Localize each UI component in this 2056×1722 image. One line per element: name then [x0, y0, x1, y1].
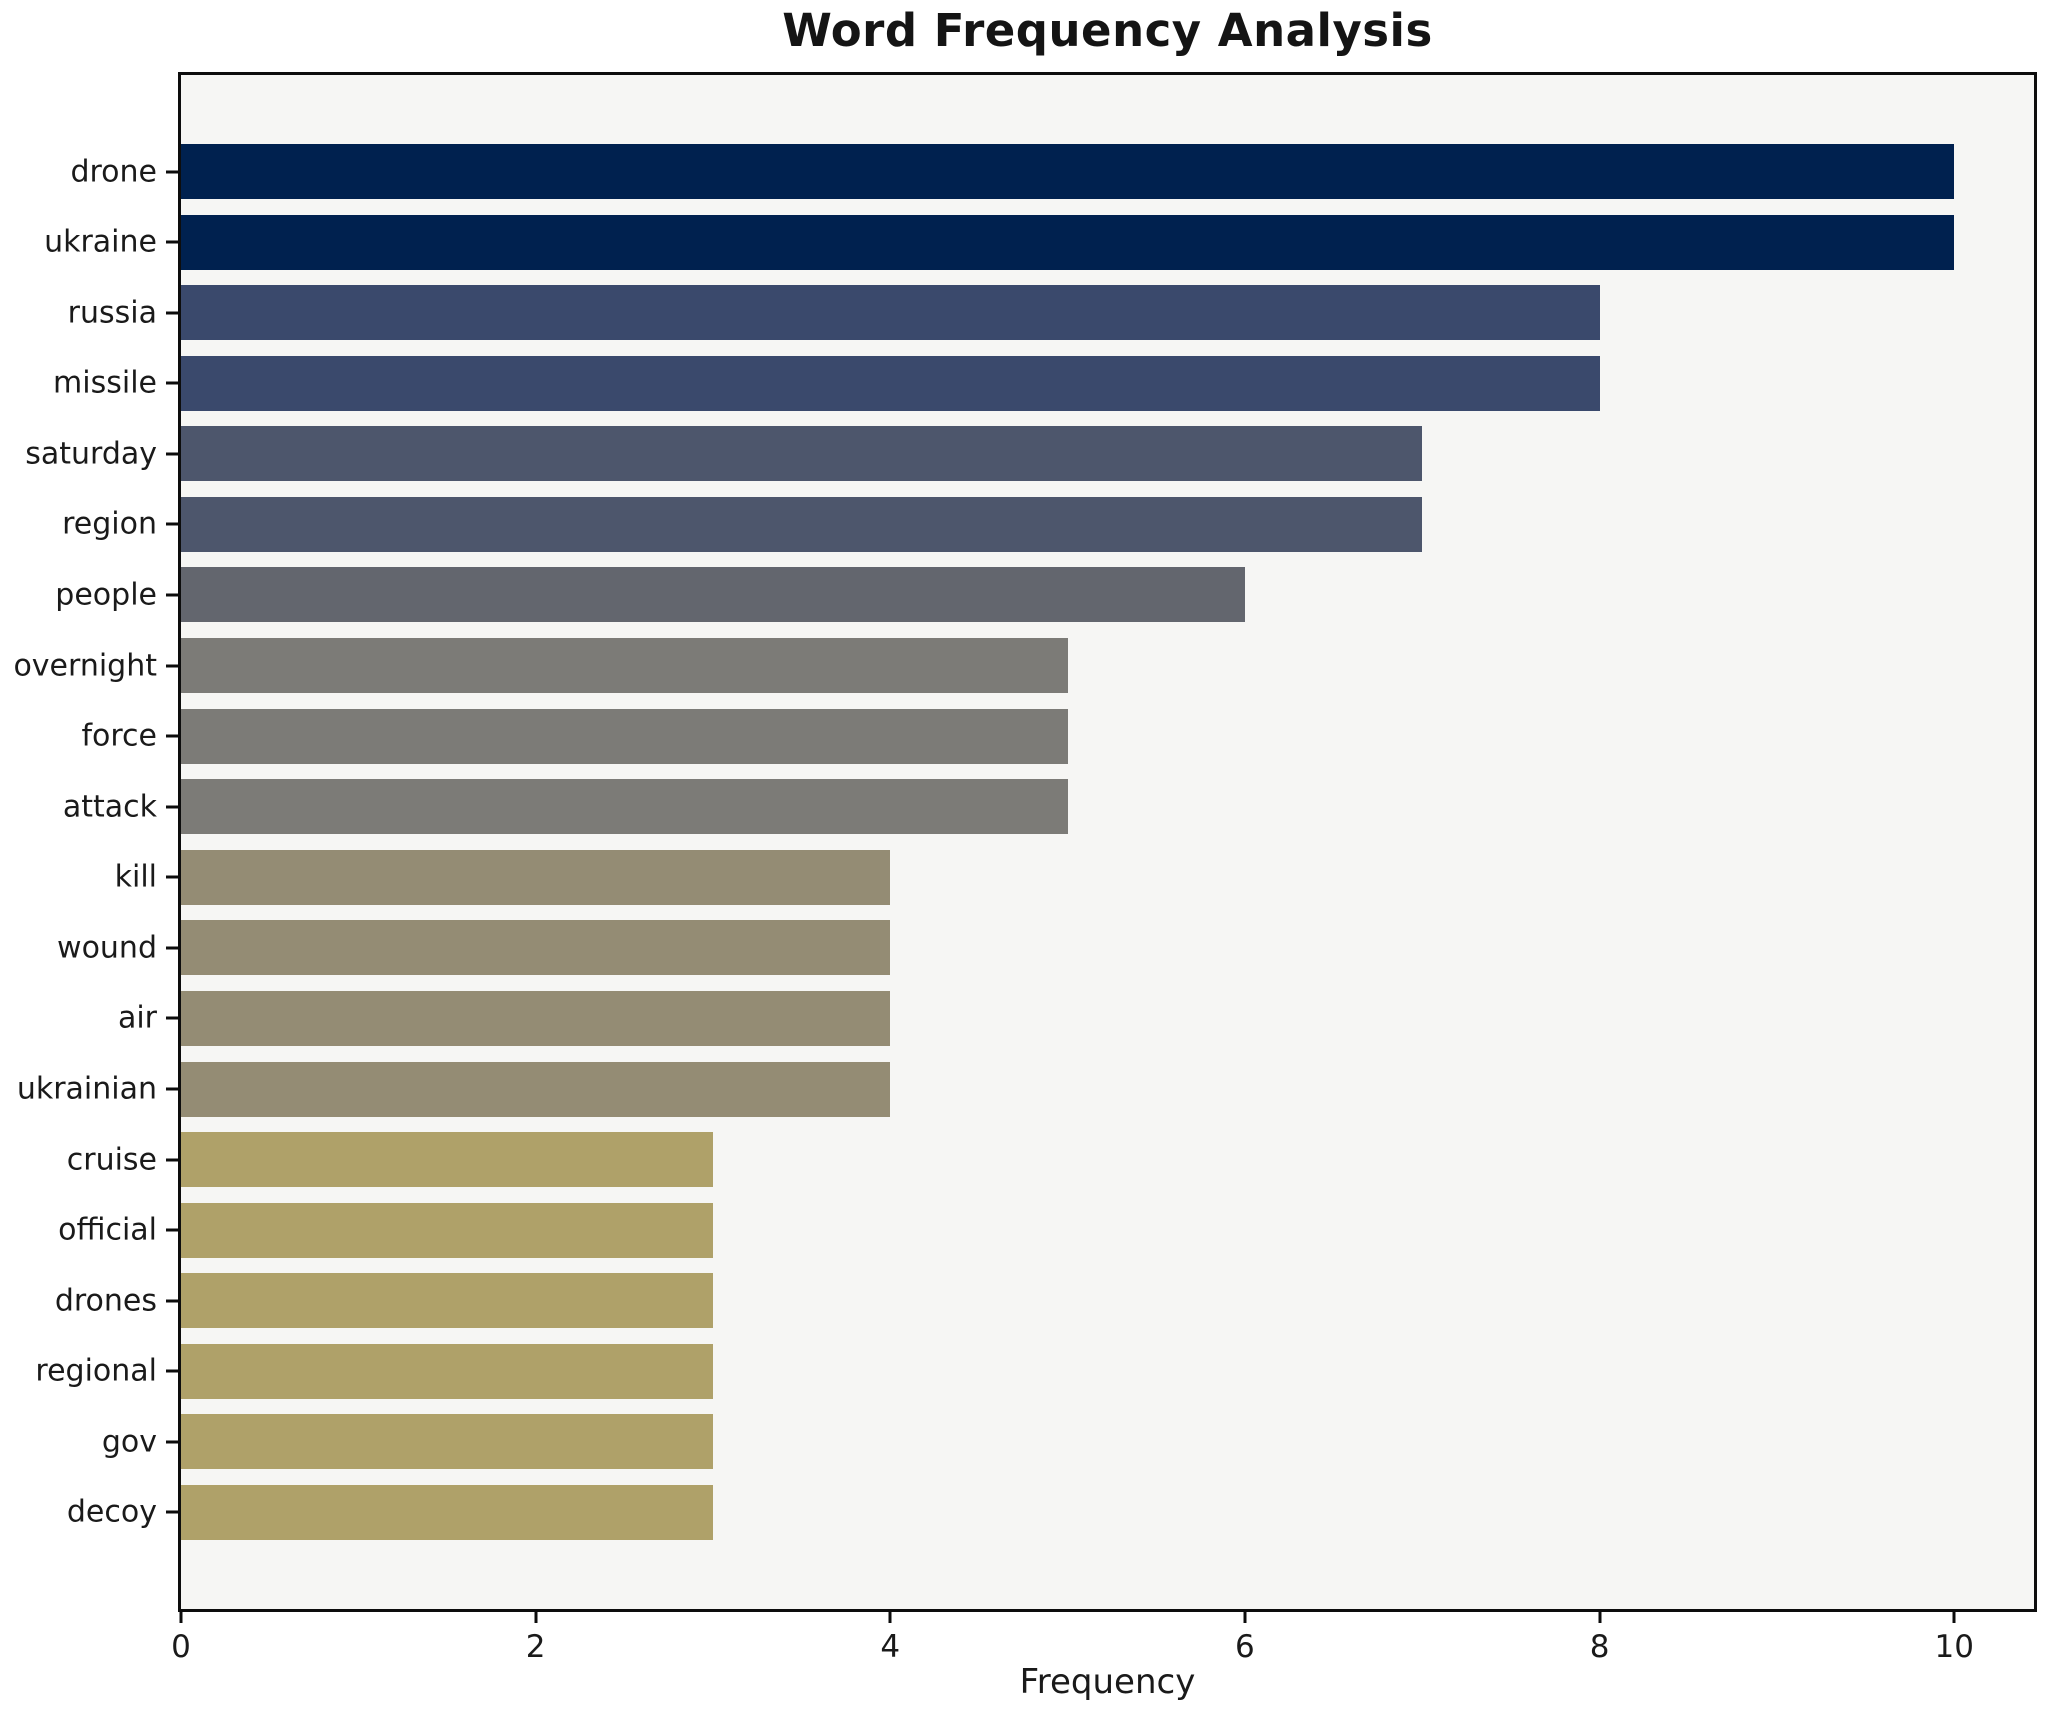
- bar-row: decoy: [67, 1484, 2034, 1540]
- x-tick-label: 2: [525, 1629, 546, 1665]
- bar-row: wound: [57, 920, 2034, 976]
- bar: [181, 990, 891, 1046]
- y-tick-label: region: [62, 506, 157, 542]
- bar: [181, 285, 1600, 341]
- x-tick-mark: [1243, 1609, 1247, 1623]
- bar-row: saturday: [25, 426, 2034, 482]
- bar-row: cruise: [67, 1132, 2034, 1188]
- bar: [181, 496, 1423, 552]
- bar: [181, 1061, 891, 1117]
- y-tick-mark: [166, 593, 178, 597]
- bar: [181, 355, 1600, 411]
- bar: [181, 426, 1423, 482]
- x-tick-mark: [534, 1609, 538, 1623]
- bar: [181, 1132, 713, 1188]
- y-tick-label: official: [58, 1212, 157, 1248]
- y-tick-mark: [166, 311, 178, 315]
- bar: [181, 214, 1955, 270]
- y-tick-mark: [166, 1158, 178, 1162]
- x-tick-label: 6: [1235, 1629, 1255, 1665]
- y-tick-mark: [166, 1228, 178, 1232]
- y-tick-label: kill: [114, 859, 157, 895]
- y-tick-label: ukrainian: [16, 1071, 157, 1107]
- y-tick-label: force: [81, 718, 157, 754]
- bar: [181, 1202, 713, 1258]
- bar-row: ukraine: [44, 214, 2034, 270]
- y-tick-mark: [166, 381, 178, 385]
- y-tick-label: regional: [35, 1353, 157, 1389]
- bar-row: missile: [53, 355, 2034, 411]
- chart-title: Word Frequency Analysis: [782, 4, 1433, 57]
- y-tick-mark: [166, 664, 178, 668]
- y-tick-mark: [166, 452, 178, 456]
- y-tick-mark: [166, 1369, 178, 1373]
- bar-row: air: [118, 990, 2034, 1046]
- y-tick-label: gov: [101, 1424, 157, 1460]
- y-tick-mark: [166, 734, 178, 738]
- bar-row: kill: [115, 849, 2034, 905]
- y-tick-mark: [166, 1299, 178, 1303]
- y-tick-label: air: [117, 1000, 157, 1036]
- x-tick-mark: [179, 1609, 183, 1623]
- bar-row: regional: [35, 1343, 2034, 1399]
- bar-row: region: [62, 496, 2034, 552]
- bar: [181, 144, 1955, 199]
- bar: [181, 849, 891, 905]
- bar: [181, 708, 1068, 764]
- y-tick-label: overnight: [13, 648, 157, 684]
- x-tick-mark: [1598, 1609, 1602, 1623]
- x-axis-label: Frequency: [1019, 1662, 1196, 1702]
- y-tick-mark: [166, 1016, 178, 1020]
- bar: [181, 1343, 713, 1399]
- y-tick-label: drones: [54, 1283, 157, 1319]
- y-tick-label: attack: [62, 789, 157, 825]
- y-tick-mark: [166, 946, 178, 950]
- bars-container: drone ukraine russia missile saturday region p…: [13, 75, 2034, 1609]
- bar-row: people: [55, 567, 2034, 623]
- bar-row: gov: [102, 1414, 2034, 1470]
- y-tick-label: saturday: [25, 436, 157, 472]
- bar: [181, 1484, 713, 1540]
- bar: [181, 1414, 713, 1470]
- bar: [181, 1273, 713, 1329]
- y-tick-mark: [166, 875, 178, 879]
- bar: [181, 920, 891, 976]
- y-tick-label: wound: [57, 930, 157, 966]
- bar: [181, 567, 1245, 623]
- y-tick-mark: [166, 170, 178, 173]
- bar-row: drones: [55, 1273, 2034, 1329]
- bar-row: drone: [70, 144, 2034, 199]
- x-tick-label: 10: [1934, 1629, 1974, 1665]
- x-tick-label: 0: [171, 1629, 191, 1665]
- x-tick-mark: [888, 1609, 892, 1623]
- bar-row: force: [81, 708, 2034, 764]
- y-tick-label: decoy: [66, 1494, 157, 1530]
- bar: [181, 779, 1068, 835]
- plot-area: drone ukraine russia missile saturday region p…: [13, 72, 2037, 1665]
- y-tick-mark: [166, 522, 178, 526]
- bar-row: overnight: [13, 638, 2034, 694]
- y-tick-mark: [166, 1440, 178, 1444]
- x-tick-label: 4: [880, 1629, 901, 1665]
- bar-row: russia: [68, 285, 2034, 341]
- y-tick-label: people: [55, 577, 157, 613]
- y-tick-mark: [166, 805, 178, 809]
- y-tick-mark: [166, 1510, 178, 1514]
- bar: [181, 638, 1068, 694]
- bar-row: attack: [63, 779, 2034, 835]
- y-tick-label: russia: [67, 295, 157, 331]
- bar-row: ukrainian: [17, 1061, 2034, 1117]
- y-tick-mark: [166, 1087, 178, 1091]
- y-tick-label: ukraine: [44, 224, 157, 260]
- y-tick-label: drone: [70, 154, 157, 189]
- y-tick-label: missile: [53, 365, 157, 401]
- x-tick-mark: [1952, 1609, 1956, 1623]
- y-tick-label: cruise: [66, 1142, 157, 1178]
- x-tick-label: 8: [1589, 1629, 1610, 1665]
- y-tick-mark: [166, 240, 178, 244]
- bar-row: official: [58, 1202, 2034, 1258]
